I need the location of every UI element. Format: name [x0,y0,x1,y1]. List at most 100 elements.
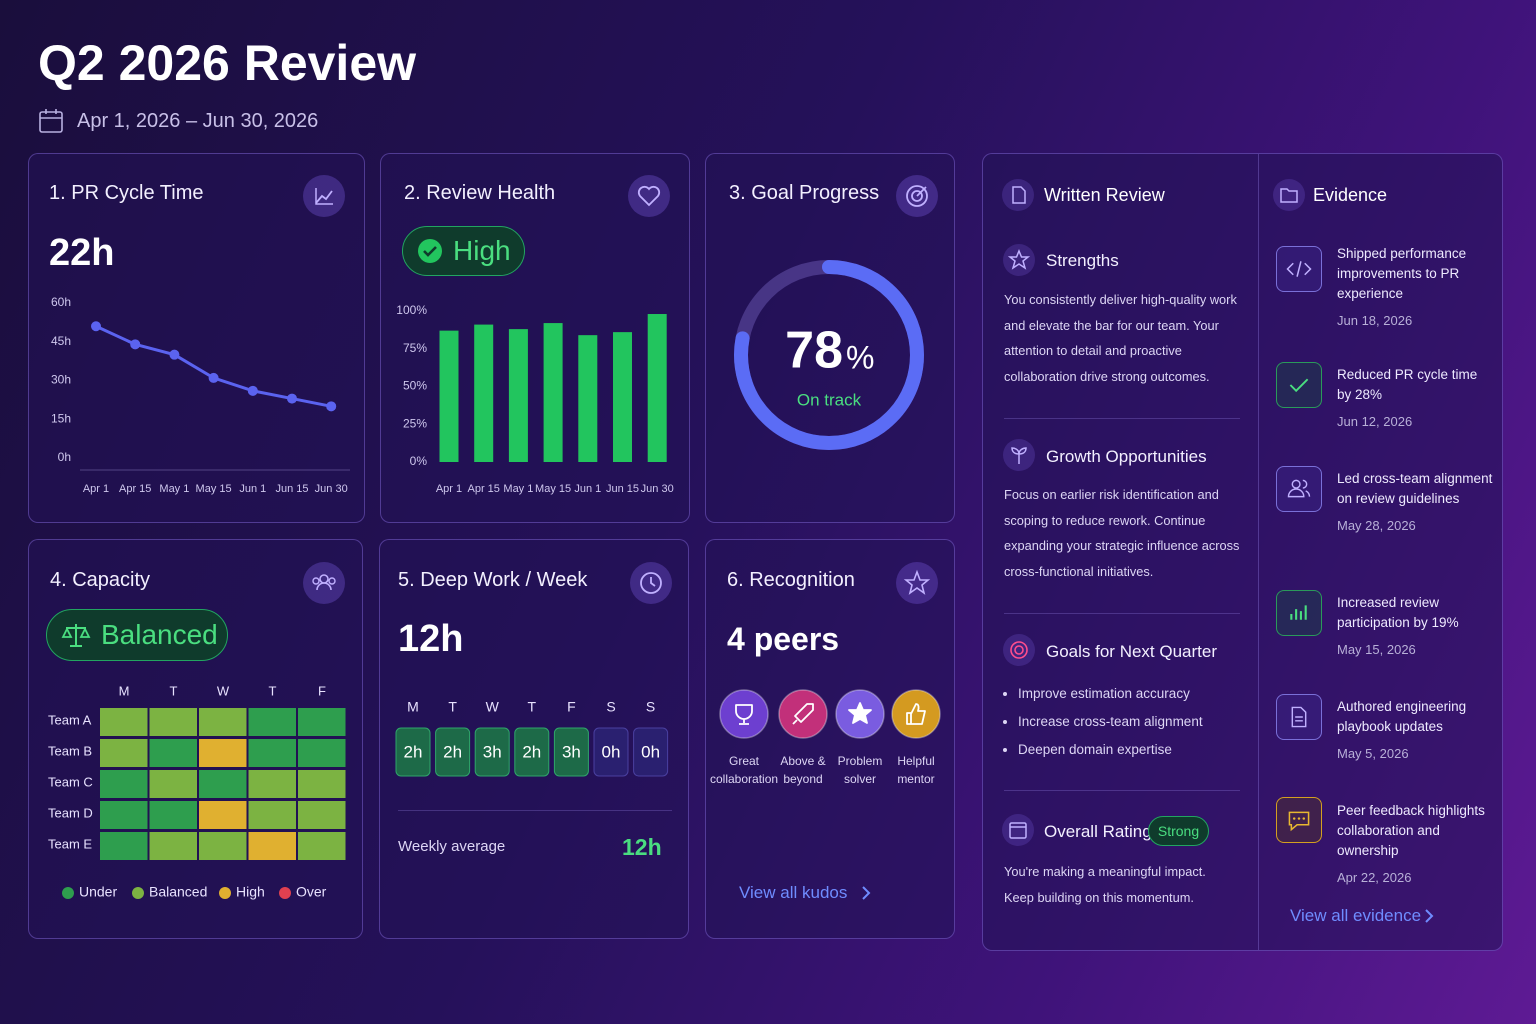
x-tick-label: Jun 1 [239,483,266,495]
hour-label: 2h [443,742,462,761]
paragraph: You consistently deliver high-quality wo… [1004,292,1237,384]
day-label: M [407,699,419,715]
y-tick-label: 15h [51,411,71,425]
row-label: Team A [48,712,92,727]
evidence-icon [1276,694,1322,740]
y-tick-label: 25% [403,416,427,430]
hour-label: 0h [602,742,621,761]
heat-cell [298,770,346,798]
x-tick-label: Jun 30 [315,483,348,495]
heat-cell [100,739,148,767]
evidence-item: Led cross-team alignment on review guide… [1337,469,1495,533]
y-tick-label: 0h [58,450,71,464]
row-label: Team C [48,774,93,789]
evidence-date: May 28, 2026 [1337,518,1416,533]
icon [1003,244,1035,276]
icon [1003,439,1035,471]
evidence-date: Apr 22, 2026 [1337,870,1412,885]
date-range: Apr 1, 2026 – Jun 30, 2026 [77,110,319,132]
donut-value: 78 [785,322,843,380]
card-title: 5. Deep Work / Week [398,569,588,591]
icon [1003,634,1035,666]
metric-value: 4 peers [727,621,840,657]
heat-cell [149,708,197,736]
heat-cell [100,832,148,860]
badge-glyph [906,703,926,725]
bar [647,314,667,462]
column-label: T [269,683,277,698]
icon [303,562,345,604]
card-title: 2. Review Health [404,182,556,204]
heat-cell [100,770,148,798]
line-point [208,372,219,383]
line-point [326,401,337,412]
legend-dot [62,887,74,899]
card [380,153,690,523]
card-title: 4. Capacity [50,569,151,591]
heat-cell [149,801,197,829]
legend-dot [219,887,231,899]
badge-label: Above & beyond [780,754,826,786]
bar [508,329,528,462]
hour-box [553,727,589,777]
heat-cell [199,708,247,736]
column-label: F [318,683,326,698]
section-title: Written Review [1044,185,1165,205]
hour-box [474,727,510,777]
bar [474,324,494,462]
badge-circle [891,689,941,739]
card-title: 3. Goal Progress [729,182,880,204]
evidence-text: Peer feedback highlights collaboration a… [1337,803,1485,858]
evidence-item: Peer feedback highlights collaboration a… [1337,801,1495,885]
legend-label: Over [296,884,327,900]
card-title: 6. Recognition [727,569,855,591]
icon [1002,814,1034,846]
line-point [130,339,141,350]
evidence-link[interactable]: View all evidence [1290,906,1422,925]
line-series [95,324,332,408]
heat-cell [149,770,197,798]
hour-box [593,727,629,777]
hour-label: 0h [641,742,660,761]
evidence-icon [1276,362,1322,408]
evidence-date: May 15, 2026 [1337,642,1416,657]
donut-unit: % [846,339,874,375]
badge-label: Helpful mentor [897,754,935,786]
x-tick-label: May 1 [503,483,533,495]
status-badge: Balanced [46,609,228,661]
icon [1273,179,1305,211]
evidence-date: Jun 18, 2026 [1337,313,1413,328]
evidence-text: Shipped performance improvements to PR e… [1337,246,1467,301]
y-tick-label: 50% [403,379,427,393]
hour-box [514,727,550,777]
evidence-text: Increased review participation by 19% [1337,595,1459,630]
x-tick-label: Apr 15 [467,483,499,495]
icon [630,562,672,604]
rating-badge: Strong [1148,816,1209,846]
heat-cell [149,739,197,767]
x-tick-label: Apr 1 [436,483,462,495]
hour-box [435,727,471,777]
icon [1002,179,1034,211]
heat-cell [248,708,296,736]
y-tick-label: 30h [51,373,71,387]
kudos-link[interactable]: View all kudos [739,883,848,902]
subsection-title: Overall Rating [1044,822,1152,841]
badge [835,689,885,739]
badge-label: Great collaboration [710,754,779,786]
evidence-item: Shipped performance improvements to PR e… [1337,244,1495,328]
x-tick-label: Apr 1 [83,483,109,495]
heat-cell [199,801,247,829]
calendar-icon [39,109,63,133]
heat-cell [199,832,247,860]
heat-cell [248,739,296,767]
line-point [91,321,101,332]
x-tick-label: May 15 [196,483,232,495]
line-point [169,349,180,360]
divider [1004,790,1240,791]
day-label: W [486,699,500,715]
donut-arc [734,260,924,450]
goal-item: Increase cross-team alignment [1018,708,1203,736]
